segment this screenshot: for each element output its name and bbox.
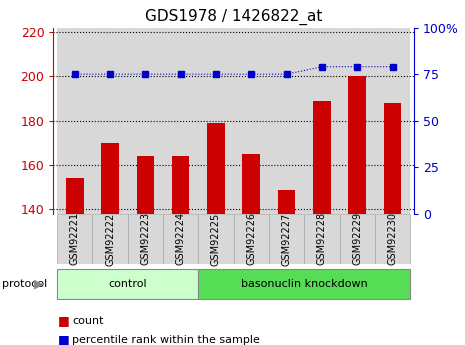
Bar: [101, 143, 119, 214]
Bar: [339, 28, 375, 214]
Bar: [348, 76, 366, 214]
Bar: [278, 189, 295, 214]
Bar: [66, 178, 84, 214]
Bar: [375, 28, 410, 214]
Text: GSM92228: GSM92228: [317, 213, 327, 265]
Text: percentile rank within the sample: percentile rank within the sample: [72, 335, 260, 345]
Text: control: control: [108, 279, 147, 289]
Text: ■: ■: [58, 314, 70, 327]
Bar: [172, 156, 190, 214]
Text: GSM92227: GSM92227: [282, 212, 292, 266]
Bar: [304, 28, 339, 214]
Bar: [339, 214, 375, 264]
Title: GDS1978 / 1426822_at: GDS1978 / 1426822_at: [145, 9, 322, 25]
Text: GSM92223: GSM92223: [140, 213, 150, 265]
Bar: [137, 156, 154, 214]
Bar: [304, 214, 339, 264]
Bar: [242, 154, 260, 214]
Bar: [57, 214, 93, 264]
Bar: [199, 214, 234, 264]
Bar: [57, 28, 93, 214]
Bar: [93, 28, 128, 214]
Text: basonuclin knockdown: basonuclin knockdown: [241, 279, 368, 289]
Bar: [269, 214, 304, 264]
Text: ▶: ▶: [34, 277, 44, 290]
Bar: [128, 28, 163, 214]
Bar: [199, 269, 410, 298]
Bar: [163, 28, 199, 214]
Text: ■: ■: [58, 333, 70, 345]
Text: GSM92222: GSM92222: [105, 212, 115, 266]
Text: GSM92225: GSM92225: [211, 212, 221, 266]
Bar: [163, 214, 199, 264]
Bar: [313, 101, 331, 214]
Bar: [269, 28, 304, 214]
Bar: [375, 214, 410, 264]
Text: GSM92226: GSM92226: [246, 213, 256, 265]
Bar: [207, 123, 225, 214]
Text: GSM92221: GSM92221: [70, 213, 80, 265]
Text: count: count: [72, 316, 104, 326]
Bar: [93, 214, 128, 264]
Bar: [234, 214, 269, 264]
Text: GSM92224: GSM92224: [176, 213, 186, 265]
Bar: [384, 103, 401, 214]
Bar: [57, 269, 199, 298]
Bar: [233, 28, 269, 214]
Text: GSM92229: GSM92229: [352, 213, 362, 265]
Text: GSM92230: GSM92230: [388, 213, 398, 265]
Bar: [199, 28, 233, 214]
Text: protocol: protocol: [2, 279, 47, 289]
Bar: [128, 214, 163, 264]
